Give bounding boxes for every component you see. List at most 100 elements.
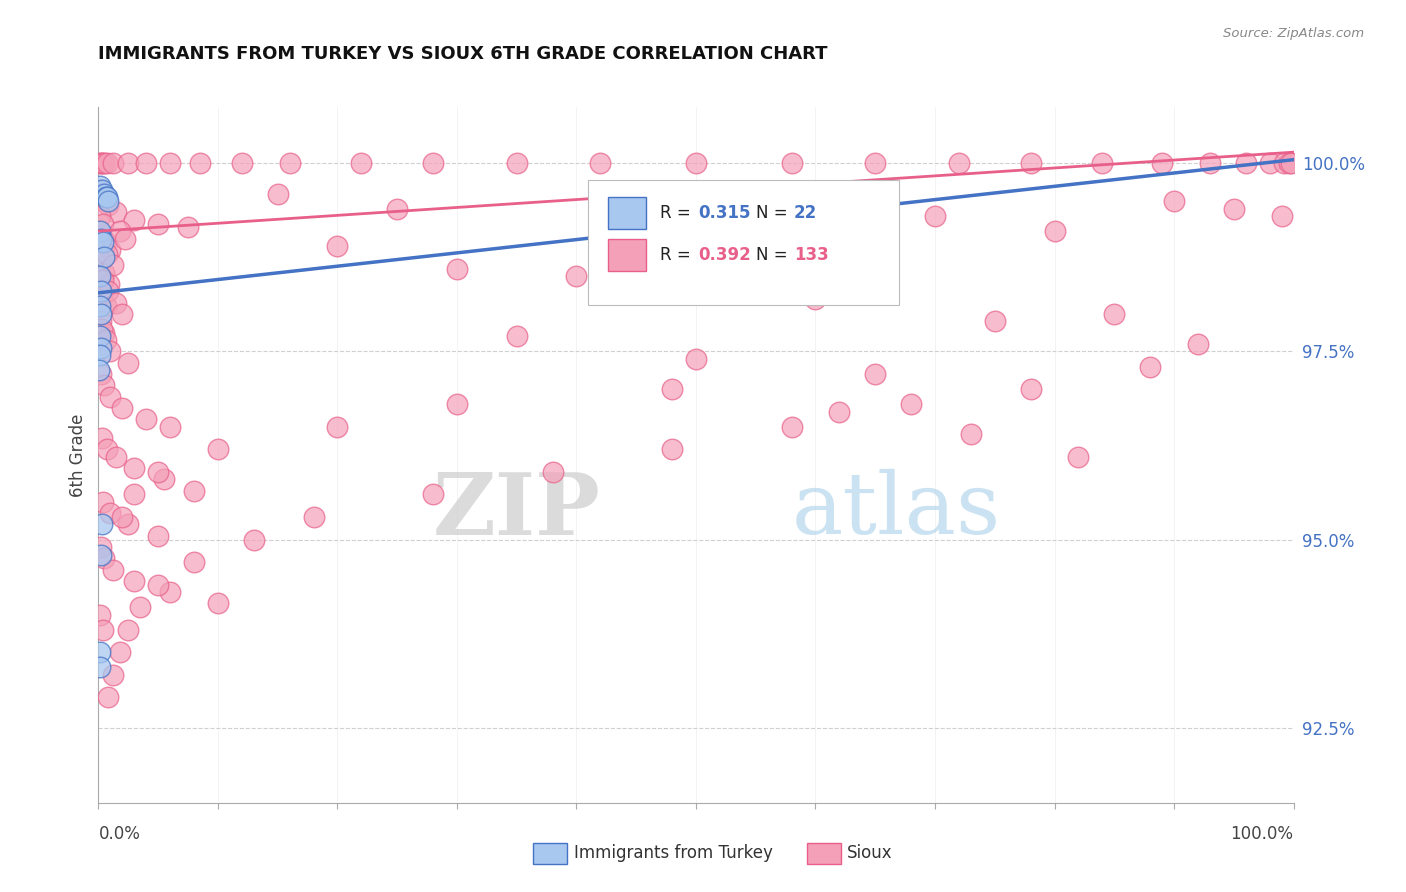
Text: R =: R = <box>661 246 696 264</box>
Point <box>900 397 922 411</box>
Point <box>111 510 134 524</box>
Point <box>105 205 128 219</box>
Text: IMMIGRANTS FROM TURKEY VS SIOUX 6TH GRADE CORRELATION CHART: IMMIGRANTS FROM TURKEY VS SIOUX 6TH GRAD… <box>98 45 828 62</box>
Point <box>89 299 111 313</box>
Point <box>1271 209 1294 223</box>
Point <box>1279 156 1302 170</box>
Point <box>326 419 349 434</box>
Point <box>90 285 112 299</box>
Point <box>506 329 529 343</box>
Text: 22: 22 <box>794 204 817 222</box>
Point <box>90 156 112 170</box>
Point <box>924 209 946 223</box>
Point <box>326 239 349 253</box>
Point <box>626 217 648 231</box>
Point <box>89 269 111 284</box>
Point <box>98 506 122 520</box>
Point <box>1278 156 1301 170</box>
Point <box>90 540 112 554</box>
Point <box>1150 156 1173 170</box>
Point <box>93 378 115 392</box>
Point <box>422 487 444 501</box>
Point <box>91 288 114 302</box>
Point <box>188 156 211 170</box>
Point <box>94 235 117 250</box>
Point <box>1234 156 1257 170</box>
Point <box>183 555 205 569</box>
Point <box>98 243 122 257</box>
Text: ZIP: ZIP <box>433 468 600 552</box>
Text: 0.315: 0.315 <box>699 204 751 222</box>
Point <box>91 232 114 246</box>
Point <box>350 156 373 170</box>
Point <box>93 266 115 280</box>
Point <box>105 295 128 310</box>
FancyBboxPatch shape <box>607 238 645 271</box>
Point <box>1258 156 1281 170</box>
Y-axis label: 6th Grade: 6th Grade <box>69 413 87 497</box>
Point <box>97 690 120 705</box>
Point <box>89 156 111 170</box>
Point <box>385 202 409 216</box>
Point <box>89 224 111 238</box>
Point <box>661 382 683 396</box>
Point <box>97 285 120 299</box>
Point <box>780 419 803 434</box>
Point <box>148 577 170 591</box>
Point <box>91 235 114 250</box>
Point <box>541 465 564 479</box>
Point <box>87 363 110 377</box>
Point <box>745 232 768 246</box>
Point <box>446 397 468 411</box>
Point <box>89 645 111 659</box>
Point <box>90 548 112 562</box>
Point <box>1198 156 1220 170</box>
Point <box>422 156 444 170</box>
Point <box>93 326 115 340</box>
Point <box>863 367 887 381</box>
Point <box>91 217 114 231</box>
Point <box>89 607 111 622</box>
Point <box>183 483 205 498</box>
Point <box>948 156 970 170</box>
Text: Source: ZipAtlas.com: Source: ZipAtlas.com <box>1223 27 1364 40</box>
Point <box>96 156 118 170</box>
Point <box>207 442 229 457</box>
Point <box>124 212 146 227</box>
Point <box>1163 194 1185 208</box>
Point <box>685 351 707 366</box>
Point <box>446 261 468 276</box>
Point <box>89 209 111 223</box>
Point <box>96 190 118 204</box>
Point <box>91 273 114 287</box>
Point <box>243 533 266 547</box>
Point <box>89 183 111 197</box>
Point <box>93 194 115 208</box>
Point <box>159 585 181 599</box>
Point <box>1102 307 1125 321</box>
Point <box>90 232 112 246</box>
FancyBboxPatch shape <box>588 180 900 305</box>
Point <box>89 348 111 362</box>
Point <box>91 495 114 509</box>
Point <box>98 277 121 291</box>
Point <box>117 623 139 637</box>
Point <box>90 307 112 321</box>
Point <box>96 442 118 457</box>
Point <box>90 227 112 242</box>
Point <box>93 156 115 170</box>
Point <box>101 563 124 577</box>
Point <box>1222 202 1246 216</box>
Point <box>685 156 707 170</box>
Point <box>91 186 114 201</box>
Point <box>91 156 114 170</box>
Point <box>148 529 170 543</box>
Point <box>93 251 115 265</box>
Point <box>1043 224 1066 238</box>
Point <box>94 333 117 347</box>
Point <box>984 314 1007 328</box>
Point <box>101 668 124 682</box>
Point <box>91 431 114 445</box>
Text: atlas: atlas <box>792 469 1001 552</box>
Point <box>108 645 131 659</box>
